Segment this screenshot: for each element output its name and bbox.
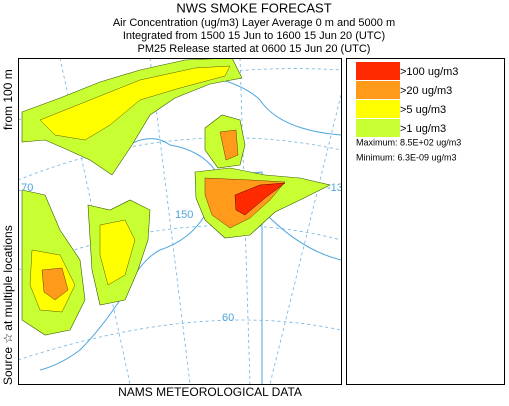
legend-minimum: Minimum: 6.3E-09 ug/m3 bbox=[356, 152, 457, 162]
legend-swatch bbox=[356, 119, 400, 137]
legend-label: >100 ug/m3 bbox=[400, 66, 458, 78]
legend-swatch bbox=[356, 62, 400, 80]
contour-100 bbox=[234, 182, 286, 216]
subtitle: PM25 Release started at 0600 15 Jun 20 (… bbox=[138, 43, 371, 55]
legend-swatch bbox=[356, 100, 400, 118]
subtitle: Air Concentration (ug/m3) Layer Average … bbox=[113, 17, 395, 29]
legend-label: >5 ug/m3 bbox=[400, 104, 446, 116]
contour-5 bbox=[99, 219, 136, 286]
subtitle: Integrated from 1500 15 Jun to 1600 15 J… bbox=[123, 30, 385, 42]
legend-label: >20 ug/m3 bbox=[400, 85, 452, 97]
contour-20 bbox=[219, 129, 239, 161]
legend-swatch bbox=[356, 81, 400, 99]
coast bbox=[261, 209, 341, 261]
graticule-line bbox=[149, 58, 191, 384]
map: 170 150 -130 60 bbox=[15, 58, 349, 384]
contour-20 bbox=[41, 267, 69, 301]
legend-label: >1 ug/m3 bbox=[400, 123, 446, 135]
smoke-contours bbox=[21, 58, 331, 336]
graticule-line bbox=[18, 319, 341, 361]
graticule-label: 150 bbox=[175, 209, 193, 221]
side-label: Source ☆ at multiple locations from 100 … bbox=[1, 69, 15, 385]
side-label-part: Source ☆ bbox=[1, 333, 15, 385]
coast bbox=[39, 138, 222, 371]
map-frame bbox=[18, 58, 342, 385]
graticule-label: 170 bbox=[15, 182, 33, 194]
graticule-line bbox=[18, 225, 341, 271]
graticule-label: -130 bbox=[327, 182, 349, 194]
side-label-part: at multiple locations bbox=[1, 225, 15, 330]
graticule-label: 60 bbox=[222, 312, 234, 324]
title: NWS SMOKE FORECAST bbox=[176, 0, 331, 15]
graticule-line bbox=[269, 94, 341, 384]
legend-frame bbox=[346, 58, 505, 385]
contour-1 bbox=[21, 58, 243, 176]
contour-5 bbox=[39, 65, 231, 141]
legend: >100 ug/m3 >20 ug/m3 >5 ug/m3 >1 ug/m3 bbox=[356, 62, 458, 137]
side-label-part: from 100 m bbox=[1, 69, 15, 130]
legend-maximum: Maximum: 8.5E+02 ug/m3 bbox=[356, 137, 461, 147]
footer: NAMS METEOROLOGICAL DATA bbox=[118, 385, 302, 399]
